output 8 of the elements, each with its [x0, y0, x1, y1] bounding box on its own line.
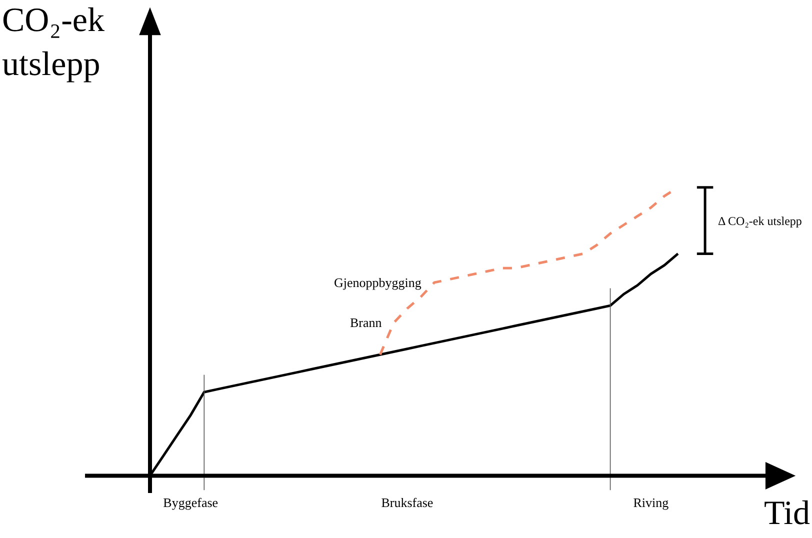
x-tick-label: Bruksfase — [381, 495, 434, 510]
annotation: Gjenoppbygging — [334, 275, 422, 290]
x-axis-title: Tid — [764, 495, 810, 532]
annotation: Brann — [350, 315, 382, 330]
x-tick-label: Byggefase — [163, 495, 218, 510]
y-axis-title: CO₂-ek utslepp — [2, 2, 104, 84]
x-tick-label: Riving — [633, 495, 670, 510]
text: Δ CO₂-ek utslepp — [718, 214, 802, 228]
